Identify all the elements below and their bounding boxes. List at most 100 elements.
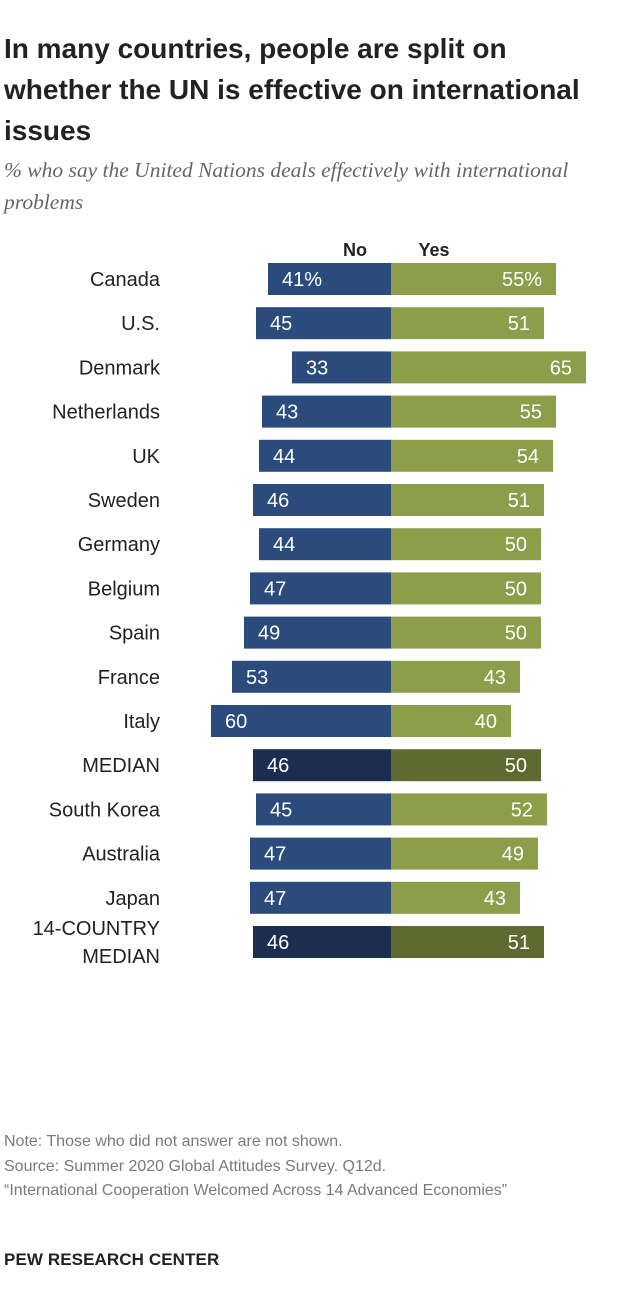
row-label: South Korea	[49, 799, 161, 821]
row-label: Netherlands	[52, 402, 160, 424]
brand-logo-text: PEW RESEARCH CENTER	[4, 1250, 220, 1269]
row-label: MEDIAN	[82, 946, 160, 968]
row-label: Sweden	[88, 490, 160, 512]
value-label-no: 46	[267, 932, 289, 954]
bar-yes	[391, 572, 541, 605]
bar-no	[250, 881, 391, 914]
bar-no	[256, 307, 391, 340]
chart-subtitle: % who say the United Nations deals effec…	[4, 158, 569, 214]
value-label-no: 44	[273, 446, 295, 468]
value-label-yes: 52	[511, 799, 533, 821]
value-label-yes: 51	[508, 313, 530, 335]
row-label: Japan	[106, 888, 161, 910]
chart-row: Italy 60 40	[123, 705, 511, 737]
row-label: 14-COUNTRY	[33, 918, 160, 940]
value-label-yes: 49	[502, 844, 524, 866]
value-label-no: 33	[306, 357, 328, 379]
report-title: “International Cooperation Welcomed Acro…	[4, 1182, 508, 1199]
chart-row: Denmark 33 65	[79, 351, 586, 384]
bar-yes	[391, 307, 544, 340]
bar-no	[253, 926, 391, 958]
chart-row: France 53 43	[98, 660, 520, 693]
row-label: Germany	[78, 534, 160, 556]
value-label-yes: 65	[550, 357, 572, 379]
bar-yes	[391, 749, 541, 782]
bar-no	[259, 528, 391, 561]
diverging-bar-chart: No Yes Canada 41% 55% U.S. 45 51 Denmark 33 65 Ne…	[33, 240, 586, 968]
value-label-yes: 50	[505, 755, 527, 777]
legend: No Yes	[343, 240, 450, 260]
chart-title: In many countries, people are split on w…	[4, 33, 580, 146]
value-label-no: 45	[270, 313, 292, 335]
row-label: Belgium	[88, 578, 160, 600]
value-label-yes: 50	[505, 578, 527, 600]
value-label-no: 53	[246, 667, 268, 689]
value-label-no: 45	[270, 799, 292, 821]
value-label-yes: 51	[508, 932, 530, 954]
chart-row: UK 44 54	[132, 439, 553, 472]
bar-yes	[391, 484, 544, 516]
bar-no	[250, 837, 391, 870]
bar-yes	[391, 528, 541, 561]
row-label: U.S.	[121, 313, 160, 335]
value-label-yes: 55%	[502, 269, 542, 291]
chart-row: U.S. 45 51	[121, 307, 544, 340]
value-label-yes: 54	[517, 446, 539, 468]
bar-yes	[391, 395, 556, 428]
bar-yes	[391, 616, 541, 649]
chart-row: South Korea 45 52	[49, 793, 547, 826]
value-label-no: 44	[273, 534, 295, 556]
value-label-no: 47	[264, 888, 286, 910]
bar-no	[211, 705, 391, 737]
row-label: Spain	[109, 623, 160, 645]
chart-rows: Canada 41% 55% U.S. 45 51 Denmark 33 65 Netherlan…	[33, 263, 586, 968]
bar-yes	[391, 351, 586, 384]
value-label-yes: 43	[484, 888, 506, 910]
bar-yes	[391, 660, 520, 693]
chart-row: Netherlands 43 55	[52, 395, 556, 428]
row-label: UK	[132, 446, 160, 468]
bar-yes	[391, 705, 511, 737]
bar-no	[262, 395, 391, 428]
value-label-no: 49	[258, 623, 280, 645]
value-label-yes: 50	[505, 623, 527, 645]
chart-row: Australia 47 49	[82, 837, 538, 870]
value-label-yes: 51	[508, 490, 530, 512]
bar-yes	[391, 263, 556, 295]
value-label-yes: 55	[520, 402, 542, 424]
bar-no	[232, 660, 391, 693]
chart-row: 14-COUNTRY MEDIAN 46 51	[33, 918, 544, 968]
chart-row: MEDIAN 46 50	[82, 749, 541, 782]
note-text: Note: Those who did not answer are not s…	[4, 1133, 343, 1150]
bar-no	[250, 572, 391, 605]
value-label-no: 60	[225, 711, 247, 733]
chart-row: Spain 49 50	[109, 616, 541, 649]
bar-yes	[391, 439, 553, 472]
row-label: MEDIAN	[82, 755, 160, 777]
value-label-yes: 40	[475, 711, 497, 733]
bar-no	[253, 749, 391, 782]
bar-no	[292, 351, 391, 384]
chart-notes: Note: Those who did not answer are not s…	[4, 1130, 604, 1204]
source-text: Source: Summer 2020 Global Attitudes Sur…	[4, 1157, 387, 1175]
value-label-no: 43	[276, 402, 298, 424]
chart-row: Sweden 46 51	[88, 484, 544, 516]
bar-yes	[391, 793, 547, 826]
value-label-no: 46	[267, 490, 289, 512]
legend-no-label: No	[343, 240, 367, 260]
chart-row: Canada 41% 55%	[90, 263, 556, 295]
bar-no	[268, 263, 391, 295]
value-label-no: 41%	[282, 269, 322, 291]
value-label-no: 47	[264, 578, 286, 600]
value-label-yes: 43	[484, 667, 506, 689]
chart-row: Germany 44 50	[78, 528, 541, 561]
bar-no	[253, 484, 391, 516]
bar-yes	[391, 837, 538, 870]
bar-yes	[391, 926, 544, 958]
legend-yes-label: Yes	[418, 240, 449, 260]
value-label-yes: 50	[505, 534, 527, 556]
chart-row: Japan 47 43	[106, 881, 520, 914]
row-label: Italy	[123, 711, 160, 733]
row-label: Australia	[82, 844, 161, 866]
row-label: Canada	[90, 269, 161, 291]
